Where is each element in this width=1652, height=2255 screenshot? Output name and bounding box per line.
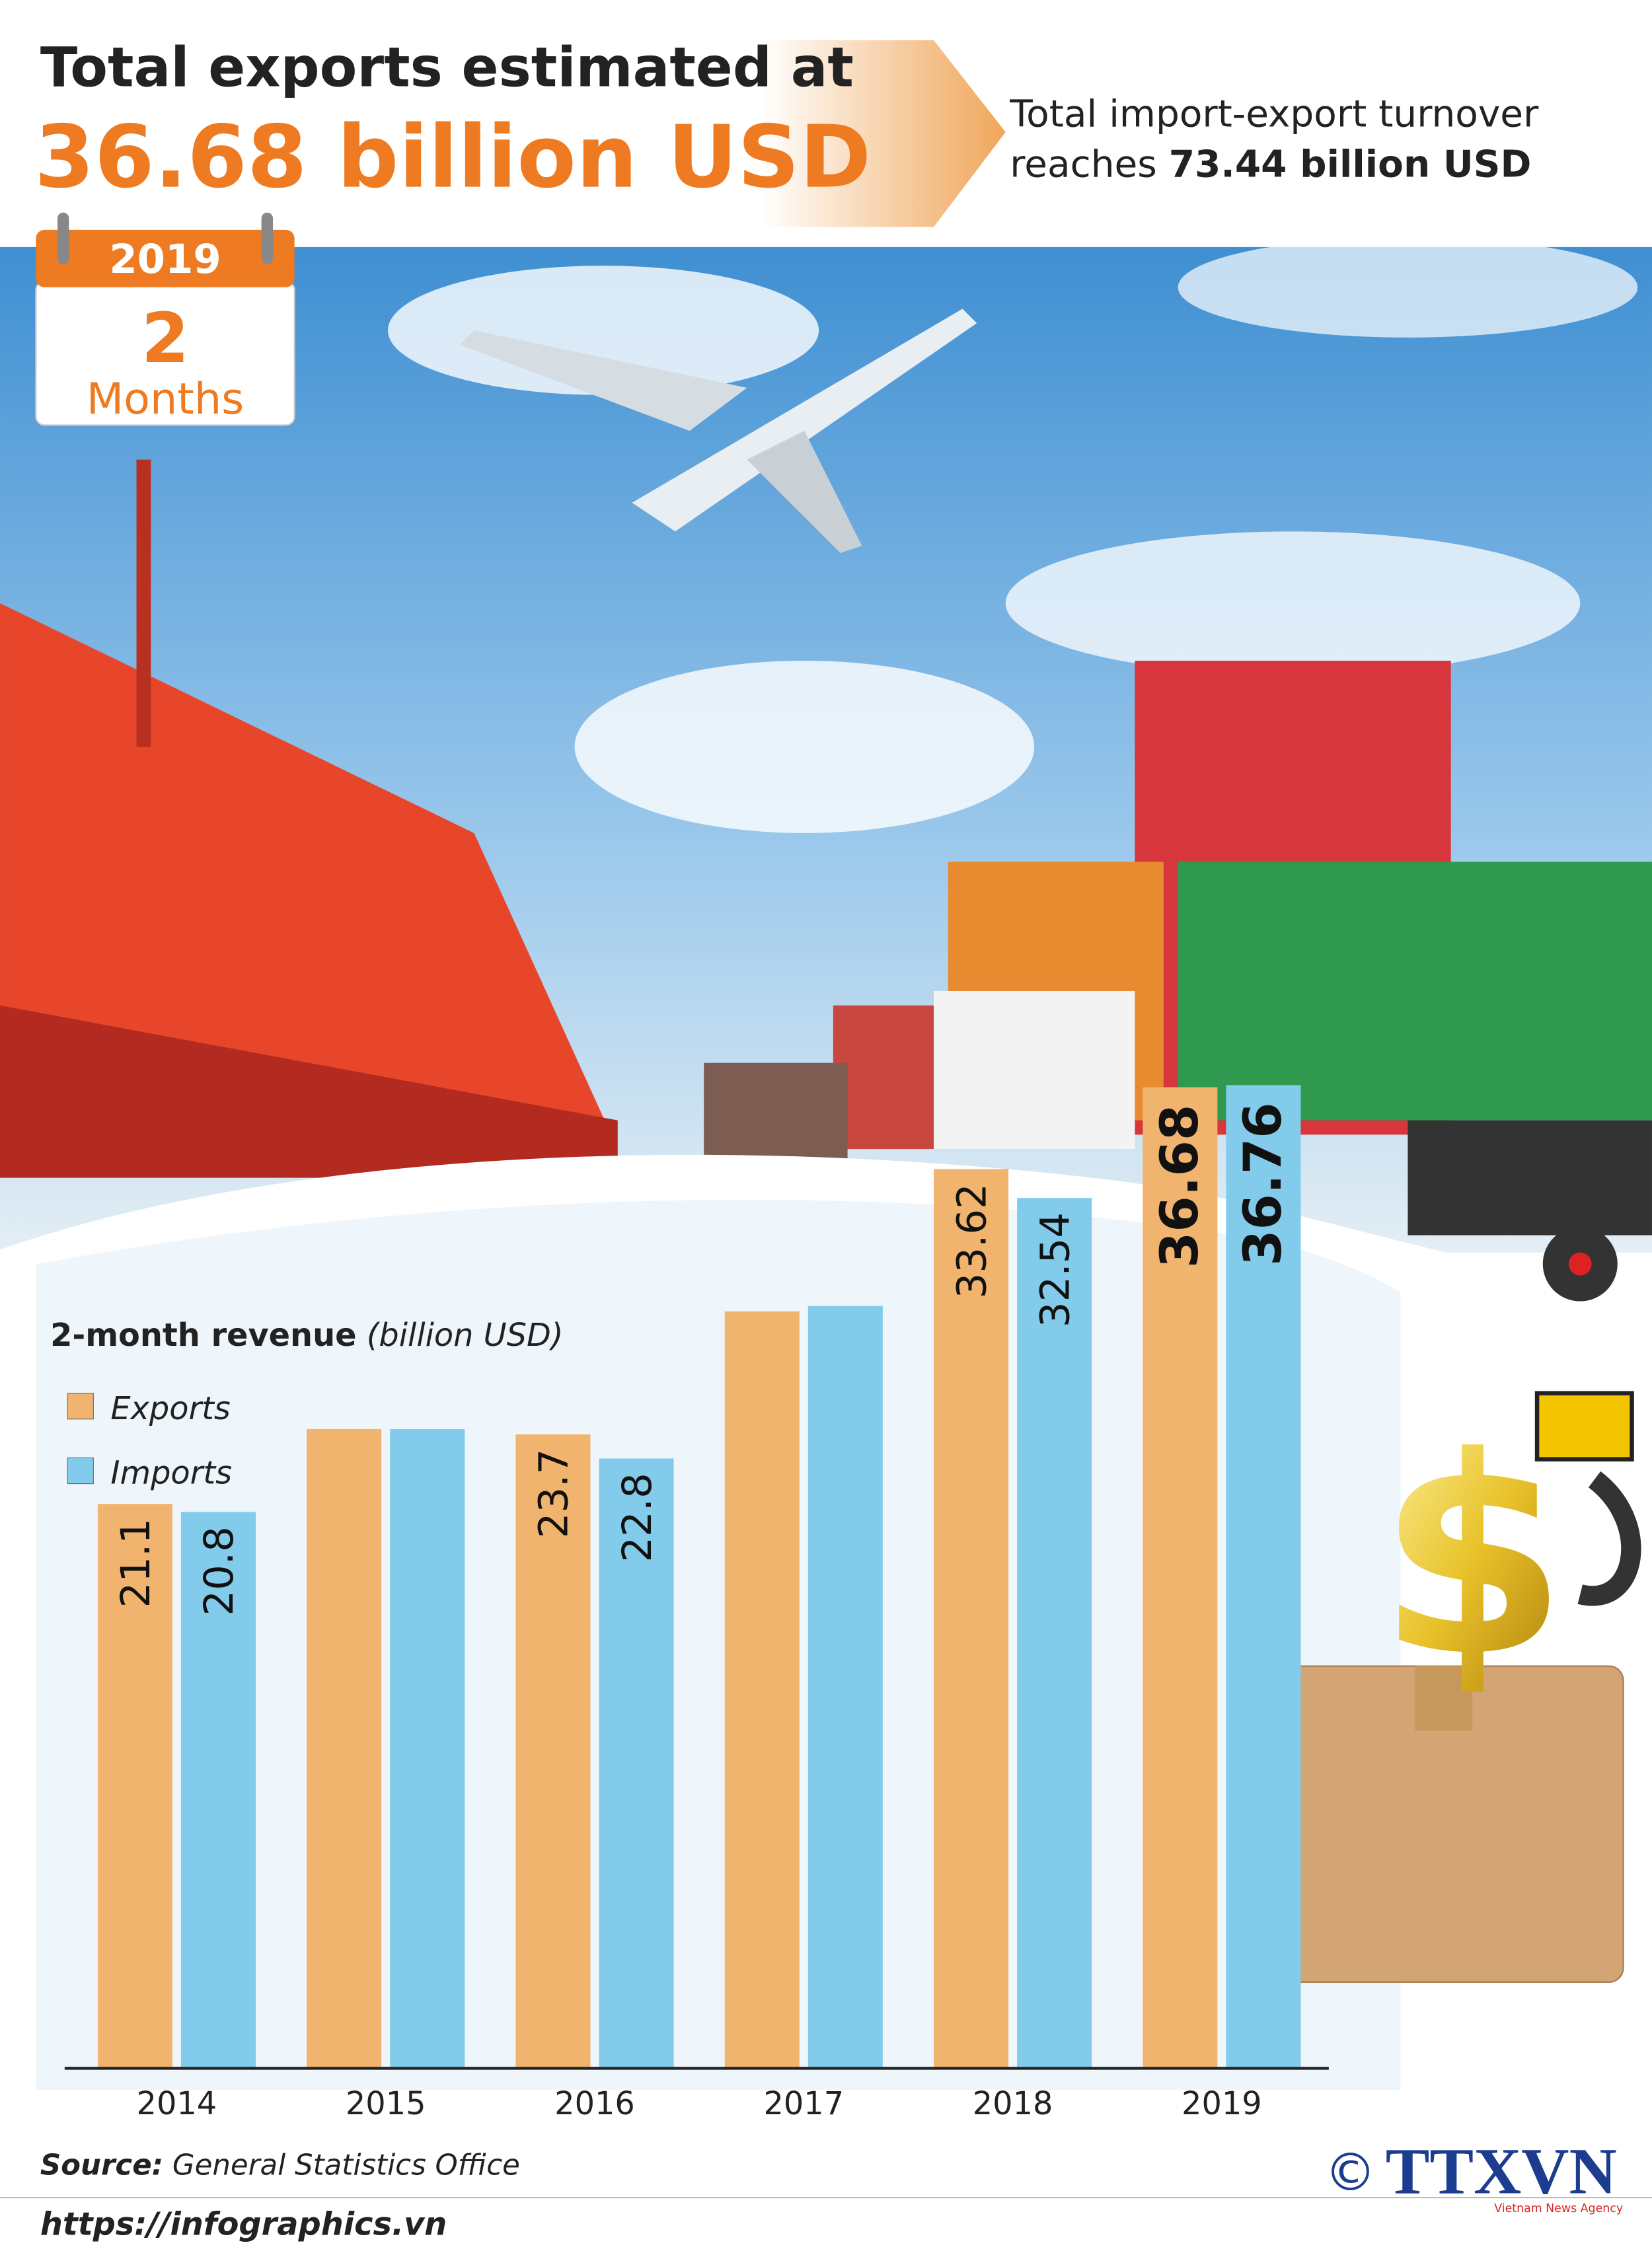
- bar: [1226, 1085, 1301, 2069]
- title: Total exports estimated at: [40, 36, 854, 99]
- bar: [515, 1434, 591, 2069]
- value-label: 36.76: [1233, 1102, 1293, 1266]
- legend-swatch: [67, 1457, 94, 1485]
- value-label: 33.62: [949, 1183, 995, 1298]
- airplane: [459, 309, 977, 553]
- bar: [97, 1504, 172, 2069]
- calendar: [35, 212, 295, 426]
- bar: [1143, 1087, 1218, 2069]
- x-tick-label: 2015: [346, 2086, 426, 2122]
- value-label: 36.68: [1150, 1105, 1210, 1269]
- x-tick-label: 2016: [554, 2086, 635, 2122]
- calendar-number: 2: [141, 298, 190, 379]
- source-label: Source:: [40, 2149, 163, 2182]
- value-label: 22.8: [615, 1473, 661, 1563]
- headline-figure: 36.68 billion USD: [34, 107, 871, 207]
- bar: [390, 1428, 465, 2069]
- cloud: [574, 660, 1035, 833]
- x-tick-label: 2017: [763, 2086, 844, 2122]
- source: Source: General Statistics Office: [40, 2149, 520, 2182]
- calendar-year: 2019: [109, 237, 221, 283]
- svg-text:$: $: [1378, 1399, 1567, 1717]
- containers: [704, 660, 1652, 1236]
- x-tick-label: 2018: [973, 2086, 1053, 2122]
- chevron: [761, 40, 1006, 227]
- calendar-unit: Months: [87, 374, 244, 424]
- url: https://infographics.vn: [40, 2207, 447, 2243]
- legend-label: Imports: [110, 1456, 232, 1492]
- legend-swatch: [67, 1393, 94, 1420]
- legend-label: Exports: [110, 1391, 230, 1427]
- subtitle-figure: 73.44 billion USD: [1169, 143, 1532, 186]
- value-label: 23.7: [531, 1449, 578, 1539]
- cloud: [387, 266, 819, 395]
- chart-unit: (billion USD): [367, 1317, 564, 1354]
- bar: [599, 1458, 674, 2069]
- bar: [934, 1169, 1009, 2069]
- chart-title: 2-month revenue (billion USD): [50, 1317, 563, 1354]
- source-text: General Statistics Office: [172, 2149, 520, 2182]
- copyright: ©: [1324, 2143, 1376, 2203]
- bar: [724, 1311, 800, 2069]
- cloud: [1178, 237, 1638, 338]
- bar: [307, 1428, 382, 2069]
- ship: [0, 459, 618, 1178]
- bar: [807, 1306, 883, 2069]
- subtitle: reaches 73.44 billion USD: [1010, 143, 1531, 186]
- bar: [180, 1512, 256, 2069]
- subtitle-text: reaches: [1010, 143, 1157, 186]
- x-tick-label: 2014: [137, 2086, 217, 2122]
- bar: [1017, 1198, 1092, 2069]
- value-label: 32.54: [1032, 1212, 1078, 1327]
- subtitle: Total import-export turnover: [1009, 92, 1539, 135]
- value-label: 21.1: [113, 1518, 159, 1608]
- logo-subtitle: Vietnam News Agency: [1494, 2202, 1623, 2215]
- logo: TTXVN: [1386, 2135, 1617, 2208]
- bar-chart: 2-month revenue (billion USD) Exports Impo…: [50, 1085, 1329, 2122]
- x-tick-label: 2019: [1182, 2086, 1262, 2122]
- chart-title-text: 2-month revenue: [50, 1317, 356, 1354]
- value-label: 20.8: [196, 1526, 243, 1616]
- box-decoration: $: [1260, 1226, 1641, 1983]
- cloud: [1005, 531, 1581, 675]
